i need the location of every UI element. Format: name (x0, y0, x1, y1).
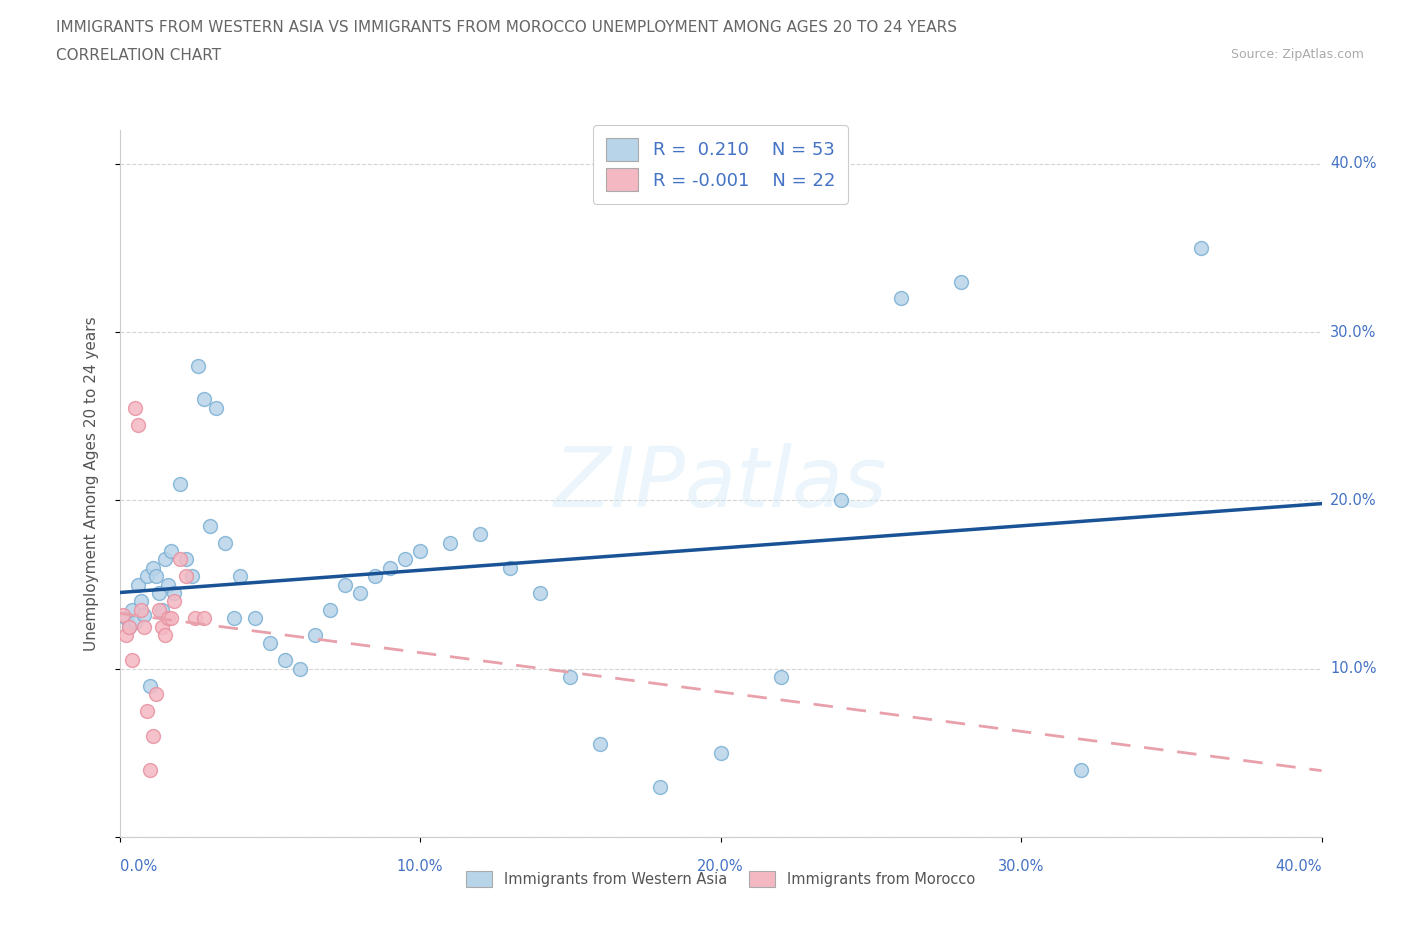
Point (830, 493, 852, 508)
Point (153, 551, 176, 566)
Point (142, 560, 165, 575)
Point (138, 763, 160, 777)
Point (950, 274, 973, 289)
Point (129, 594, 152, 609)
Point (124, 614, 146, 629)
Point (121, 653, 143, 668)
Legend: Immigrants from Western Asia, Immigrants from Morocco: Immigrants from Western Asia, Immigrants… (460, 865, 981, 894)
Point (135, 569, 157, 584)
Point (1189, 241, 1212, 256)
Point (769, 670, 792, 684)
Point (150, 619, 173, 634)
Point (288, 661, 311, 676)
Y-axis label: Unemployment Among Ages 20 to 24 years: Unemployment Among Ages 20 to 24 years (84, 316, 98, 651)
Point (304, 628, 326, 643)
Point (349, 586, 371, 601)
Point (259, 636, 281, 651)
Point (228, 569, 252, 584)
Point (145, 569, 167, 584)
Point (364, 569, 387, 584)
Point (127, 418, 149, 432)
Point (156, 578, 179, 592)
Point (121, 603, 143, 618)
Point (159, 611, 181, 626)
Text: CORRELATION CHART: CORRELATION CHART (56, 48, 221, 63)
Point (709, 746, 731, 761)
Point (162, 586, 184, 601)
Point (439, 535, 461, 550)
Point (470, 526, 492, 541)
Text: 10.0%: 10.0% (1330, 661, 1376, 676)
Point (145, 686, 167, 701)
Point (198, 518, 221, 533)
Point (180, 569, 202, 584)
Point (174, 551, 197, 566)
Point (148, 603, 170, 618)
Point (409, 543, 432, 558)
Point (529, 586, 551, 601)
Point (129, 603, 152, 618)
Point (127, 578, 149, 592)
Point (153, 628, 176, 643)
Point (117, 619, 139, 634)
Point (222, 611, 245, 626)
Point (243, 611, 266, 626)
Point (193, 611, 215, 626)
Text: 40.0%: 40.0% (1275, 859, 1322, 874)
Point (319, 603, 342, 618)
Point (117, 619, 139, 634)
Point (156, 611, 179, 626)
Text: IMMIGRANTS FROM WESTERN ASIA VS IMMIGRANTS FROM MOROCCO UNEMPLOYMENT AMONG AGES : IMMIGRANTS FROM WESTERN ASIA VS IMMIGRAN… (56, 20, 957, 35)
Point (378, 560, 401, 575)
Point (162, 594, 184, 609)
Point (274, 653, 297, 668)
Point (138, 678, 160, 693)
Text: 30.0%: 30.0% (998, 859, 1045, 874)
Text: Source: ZipAtlas.com: Source: ZipAtlas.com (1230, 48, 1364, 61)
Point (124, 401, 146, 416)
Text: 30.0%: 30.0% (1330, 325, 1376, 339)
Point (114, 611, 136, 626)
Text: ZIPatlas: ZIPatlas (554, 443, 887, 525)
Point (204, 401, 226, 416)
Point (174, 569, 197, 584)
Point (193, 392, 215, 407)
Point (499, 560, 522, 575)
Point (333, 578, 356, 592)
Point (183, 611, 205, 626)
Point (890, 291, 912, 306)
Text: 0.0%: 0.0% (120, 859, 156, 874)
Point (187, 358, 209, 373)
Text: 20.0%: 20.0% (697, 859, 744, 874)
Text: 10.0%: 10.0% (396, 859, 443, 874)
Point (169, 476, 191, 491)
Point (135, 703, 157, 718)
Point (114, 628, 136, 643)
Point (159, 543, 181, 558)
Point (560, 670, 582, 684)
Text: 40.0%: 40.0% (1330, 156, 1376, 171)
Point (650, 779, 672, 794)
Point (214, 535, 236, 550)
Point (169, 551, 191, 566)
Point (132, 607, 155, 622)
Point (150, 603, 173, 618)
Point (142, 728, 165, 743)
Point (589, 737, 612, 751)
Point (132, 619, 155, 634)
Point (148, 586, 170, 601)
Point (1070, 763, 1092, 777)
Text: 20.0%: 20.0% (1330, 493, 1376, 508)
Point (111, 607, 134, 622)
Point (394, 551, 416, 566)
